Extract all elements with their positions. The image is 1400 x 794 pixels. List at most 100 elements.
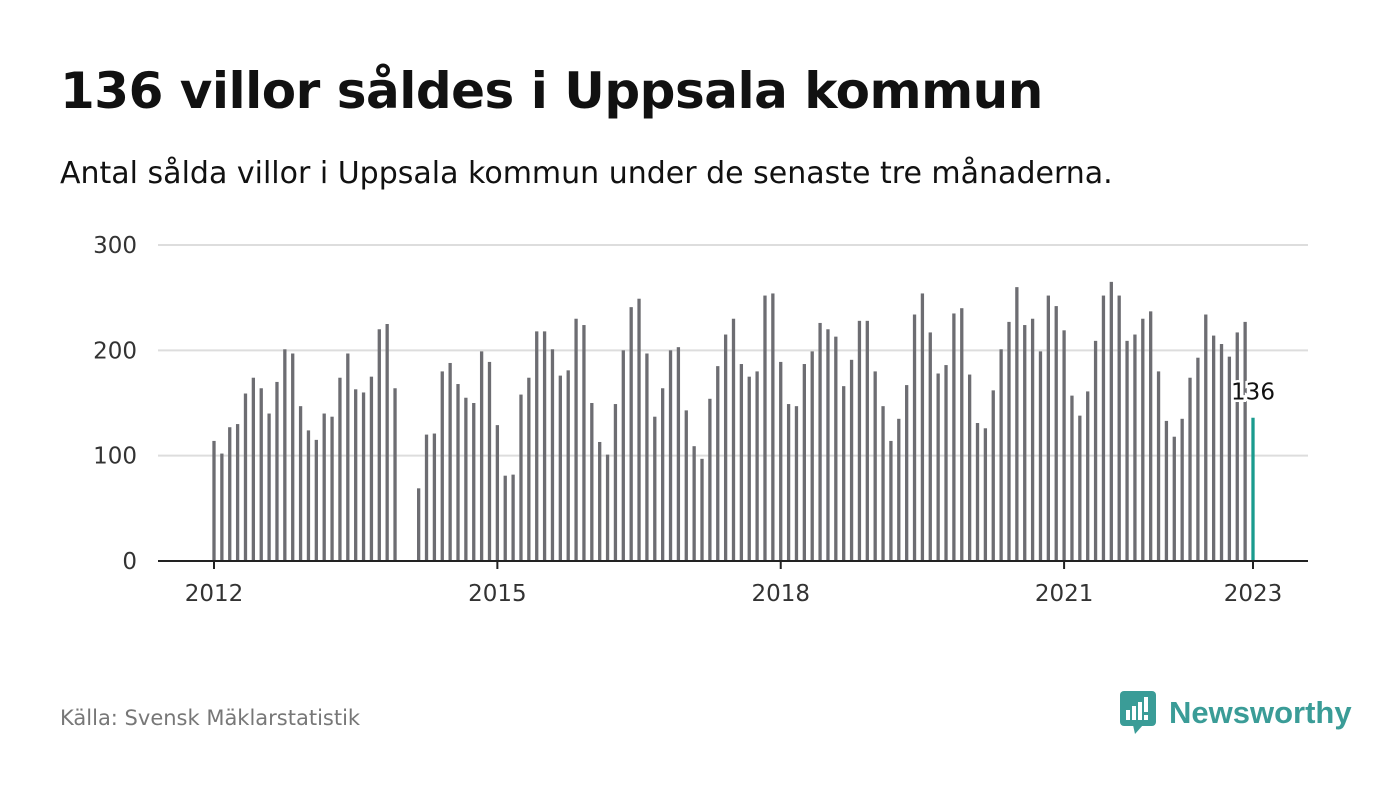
bar	[794, 406, 799, 561]
bar	[1164, 420, 1169, 561]
bar	[1227, 356, 1232, 561]
y-tick-label: 0	[122, 549, 137, 575]
bar	[1086, 391, 1090, 561]
bar	[1015, 287, 1019, 561]
bar	[723, 334, 728, 561]
bar	[354, 389, 358, 561]
bar	[314, 439, 318, 561]
bar	[834, 336, 838, 561]
bar	[393, 388, 397, 561]
bar	[1078, 415, 1082, 561]
bar	[487, 361, 492, 561]
bar	[991, 390, 995, 561]
bar	[912, 314, 917, 561]
y-axis-ticks: 0 100 200 300	[93, 233, 137, 575]
bar	[786, 404, 791, 561]
bar	[708, 398, 712, 561]
bar	[259, 388, 263, 561]
bar	[566, 370, 570, 561]
bar	[275, 381, 279, 561]
x-tick-label: 2015	[468, 581, 527, 607]
bar	[1101, 295, 1106, 561]
annotation-label: 136	[1231, 380, 1275, 406]
bar	[1023, 325, 1027, 561]
bar	[542, 331, 547, 561]
bar	[810, 351, 814, 561]
bar	[432, 433, 437, 561]
bar	[739, 364, 744, 561]
bar	[495, 425, 500, 561]
bar	[346, 353, 350, 561]
bar	[645, 353, 649, 561]
bar	[802, 364, 806, 561]
y-tick-label: 100	[93, 444, 137, 470]
bar	[999, 349, 1003, 561]
bar	[338, 377, 342, 561]
bar	[228, 427, 232, 561]
bar	[818, 322, 822, 561]
bar	[731, 318, 736, 561]
bar	[1054, 306, 1058, 561]
bar	[1172, 436, 1176, 561]
y-tick-label: 300	[93, 233, 137, 259]
bar	[535, 331, 539, 561]
bar	[920, 293, 925, 561]
bar	[928, 332, 932, 561]
bar	[582, 325, 586, 561]
x-tick-label: 2023	[1224, 581, 1283, 607]
bar	[873, 371, 877, 561]
bar	[550, 349, 555, 561]
bar	[424, 434, 429, 561]
bar	[637, 298, 641, 561]
bar	[212, 440, 216, 561]
bar	[1149, 311, 1153, 561]
bar	[574, 318, 578, 561]
bar	[1093, 340, 1098, 561]
bar	[621, 350, 625, 561]
y-tick-label: 200	[93, 338, 137, 364]
bar	[243, 393, 248, 561]
bar	[1219, 344, 1224, 561]
bars	[212, 281, 1255, 561]
bar	[613, 404, 618, 561]
bar-latest	[1251, 417, 1255, 561]
bar	[960, 308, 964, 561]
bar	[842, 386, 846, 561]
bar	[771, 293, 775, 561]
bar	[590, 403, 594, 561]
bar	[700, 458, 704, 561]
bar	[1062, 330, 1066, 561]
bar	[668, 350, 673, 561]
bar	[558, 375, 562, 561]
bar	[1070, 395, 1074, 561]
bar	[1235, 332, 1239, 561]
x-axis: 2012 2015 2018 2021 2023	[158, 560, 1308, 607]
bar	[1196, 357, 1200, 561]
bar	[1125, 340, 1129, 561]
bar	[605, 454, 610, 561]
bar	[653, 416, 657, 561]
bar	[967, 374, 972, 561]
bar	[1211, 335, 1216, 561]
bar	[944, 365, 948, 561]
bar-chart: 0 100 200 300 2012 2015 2018 2021 2023 136	[93, 233, 1308, 607]
bar	[322, 413, 326, 561]
bar	[763, 295, 767, 561]
bar	[1030, 318, 1035, 561]
bar	[1117, 295, 1121, 561]
chart-subtitle: Antal sålda villor i Uppsala kommun unde…	[60, 156, 1113, 191]
bar	[448, 362, 452, 561]
bar	[684, 410, 688, 561]
bar	[692, 446, 696, 561]
bar	[897, 418, 901, 561]
bar	[676, 347, 681, 561]
bar	[1007, 321, 1011, 561]
brand-logo: Newsworthy	[1119, 690, 1352, 736]
bar	[747, 376, 751, 561]
bar	[251, 377, 256, 561]
bar	[1180, 418, 1184, 561]
bar	[936, 373, 940, 561]
bar	[1204, 314, 1208, 561]
bar	[755, 371, 759, 561]
bar	[440, 371, 444, 561]
